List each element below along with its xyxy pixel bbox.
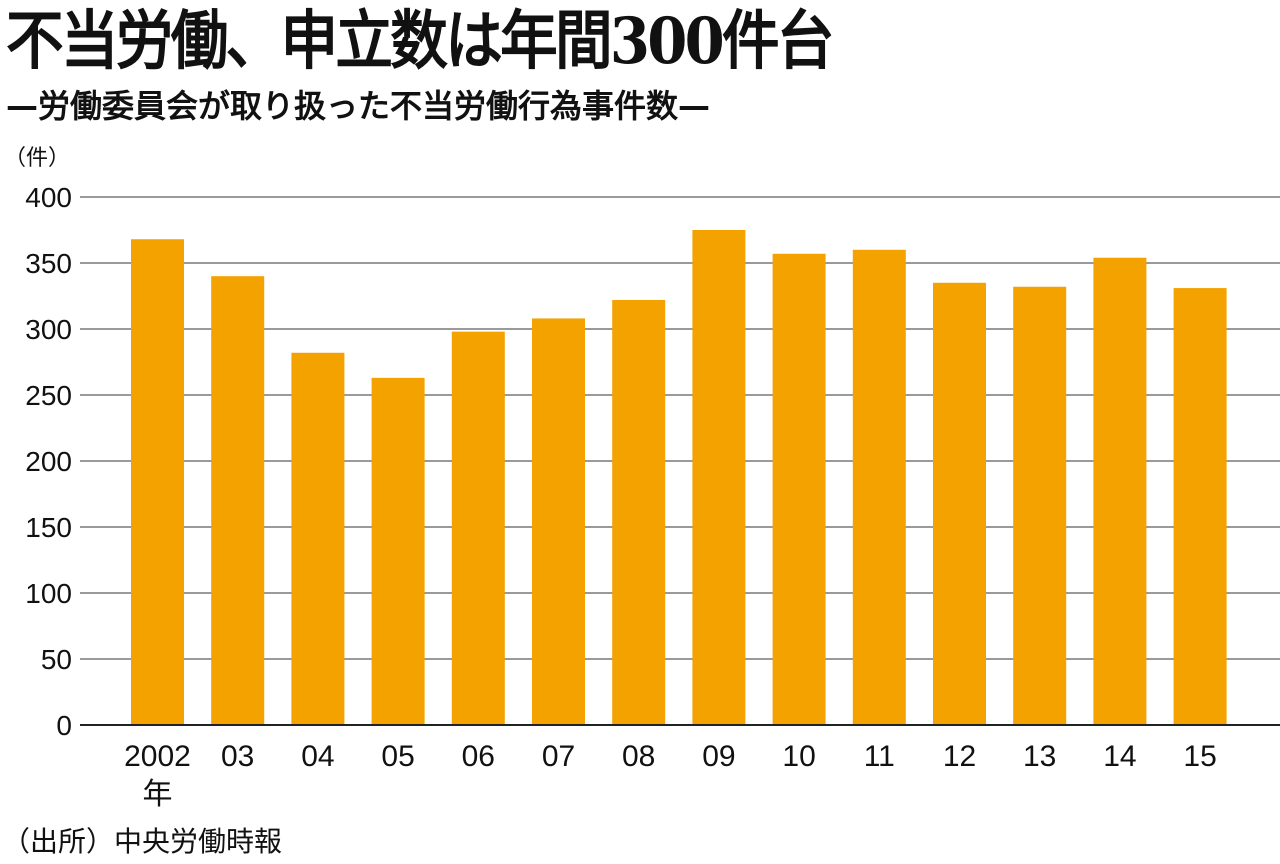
y-tick-label: 300 [25, 314, 72, 345]
x-tick-label: 05 [381, 740, 414, 773]
y-tick-label: 50 [41, 644, 72, 675]
y-tick-label: 200 [25, 446, 72, 477]
y-axis-unit: （件） [4, 146, 71, 171]
x-tick-label: 12 [943, 740, 976, 773]
y-tick-label: 350 [25, 248, 72, 279]
x-tick-label: 08 [622, 740, 655, 773]
source-note: （出所）中央労働時報 [2, 825, 283, 858]
bar [692, 230, 746, 725]
bar [532, 318, 585, 725]
x-tick-label: 13 [1023, 740, 1056, 773]
chart-title: 不当労働、申立数は年間300件台 [6, 4, 835, 79]
bar [612, 299, 666, 725]
x-axis-year-suffix: 年 [143, 778, 173, 811]
bar [772, 253, 826, 725]
x-tick-label: 2002 [124, 740, 191, 773]
bar [371, 377, 425, 725]
x-tick-label: 15 [1183, 740, 1216, 773]
y-tick-label: 100 [25, 578, 72, 609]
x-tick-label: 09 [702, 740, 735, 773]
bar [131, 239, 184, 726]
y-tick-label: 150 [25, 512, 72, 543]
bar [1173, 288, 1227, 725]
x-tick-label: 11 [864, 740, 895, 773]
y-tick-label: 0 [56, 710, 72, 741]
bar [1093, 257, 1147, 725]
bar [291, 352, 345, 725]
y-tick-label: 250 [25, 380, 72, 411]
bar [933, 282, 986, 725]
x-tick-label: 03 [221, 740, 254, 773]
x-tick-label: 06 [462, 740, 495, 773]
x-tick-label: 04 [301, 740, 334, 773]
x-tick-label: 14 [1103, 740, 1136, 773]
bar [852, 249, 906, 726]
bar [451, 331, 505, 725]
x-tick-label: 10 [782, 740, 815, 773]
x-tick-label: 07 [542, 740, 575, 773]
bar [211, 276, 265, 725]
chart-subtitle: —労働委員会が取り扱った不当労働行為事件数— [6, 87, 711, 125]
bar [1013, 286, 1067, 725]
y-tick-label: 400 [25, 182, 72, 213]
